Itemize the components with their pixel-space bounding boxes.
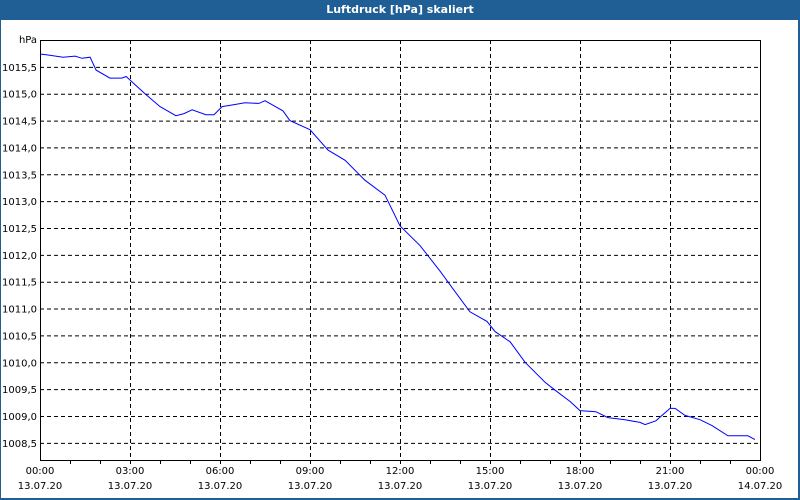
x-tick-date-label: 13.07.20 <box>558 481 603 492</box>
x-tick-time-label: 21:00 <box>656 466 685 477</box>
x-tick-date-label: 13.07.20 <box>468 481 513 492</box>
y-tick-label: 1008,5 <box>2 439 37 450</box>
y-axis-unit-label: hPa <box>19 35 37 46</box>
y-tick-label: 1009,0 <box>2 412 37 423</box>
y-tick-label: 1011,5 <box>2 278 37 289</box>
x-tick-date-label: 13.07.20 <box>288 481 333 492</box>
y-tick-label: 1015,5 <box>2 63 37 74</box>
y-tick-label: 1013,0 <box>2 197 37 208</box>
x-tick-time-label: 12:00 <box>386 466 415 477</box>
x-tick-time-label: 18:00 <box>566 466 595 477</box>
pressure-series-line <box>39 53 756 441</box>
x-tick-time-label: 00:00 <box>26 466 55 477</box>
y-tick-label: 1014,0 <box>2 143 37 154</box>
x-tick-date-label: 13.07.20 <box>648 481 693 492</box>
y-tick-label: 1009,5 <box>2 385 37 396</box>
plot-frame <box>40 40 761 461</box>
x-tick-date-label: 14.07.20 <box>738 481 783 492</box>
y-tick-label: 1011,0 <box>2 305 37 316</box>
x-tick-time-label: 15:00 <box>476 466 505 477</box>
x-tick-date-label: 13.07.20 <box>18 481 63 492</box>
y-tick-label: 1010,0 <box>2 358 37 369</box>
chart-area: hPa 1015,5 1015,0 1014,5 1014,0 1013,5 1013,0 1… <box>1 20 798 498</box>
x-tick-time-label: 00:00 <box>746 466 775 477</box>
x-tick-time-label: 09:00 <box>296 466 325 477</box>
window-title: Luftdruck [hPa] skaliert <box>326 3 474 16</box>
y-tick-label: 1015,0 <box>2 90 37 101</box>
y-tick-label: 1010,5 <box>2 331 37 342</box>
x-tick-time-label: 03:00 <box>116 466 145 477</box>
x-tick-date-label: 13.07.20 <box>108 481 153 492</box>
x-tick-date-label: 13.07.20 <box>198 481 243 492</box>
y-tick-label: 1012,5 <box>2 224 37 235</box>
x-tick-date-label: 13.07.20 <box>378 481 423 492</box>
x-tick-time-label: 06:00 <box>206 466 235 477</box>
y-tick-label: 1012,0 <box>2 251 37 262</box>
y-tick-label: 1013,5 <box>2 170 37 181</box>
y-tick-label: 1014,5 <box>2 117 37 128</box>
pressure-chart: hPa 1015,5 1015,0 1014,5 1014,0 1013,5 1013,0 1… <box>2 35 783 492</box>
